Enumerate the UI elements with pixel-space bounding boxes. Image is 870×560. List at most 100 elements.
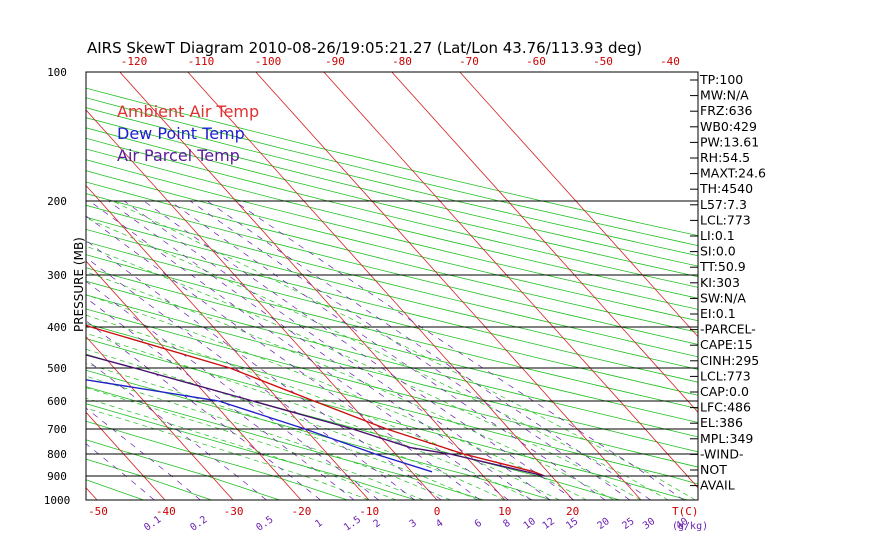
top-tick-label: -80 <box>392 55 412 68</box>
top-tick-label: -60 <box>526 55 546 68</box>
stat-label: KI:303 <box>700 275 740 290</box>
stat-label: TH:4540 <box>699 181 753 196</box>
moist-adiabat-line <box>86 245 642 500</box>
dry-adiabat-line <box>86 137 698 288</box>
pressure-tick-label: 1000 <box>44 494 71 507</box>
mixing-ratio-lines <box>86 200 684 500</box>
stat-label: EL:386 <box>700 415 743 430</box>
pressure-tick-label: 600 <box>47 395 67 408</box>
stat-label: LCL:773 <box>700 212 751 227</box>
stat-label: AVAIL <box>700 478 735 493</box>
top-temperature-ticks: -120 -110 -100 -90 -80 -70 -60 -50 -40 <box>121 55 680 68</box>
pressure-tick-label: 400 <box>47 321 67 334</box>
mixing-ratio-tick-label: 15 <box>564 516 580 532</box>
stat-label: MPL:349 <box>700 431 753 446</box>
pressure-tick-label: 500 <box>47 362 67 375</box>
mixing-ratio-tick-label: 3 <box>408 518 419 530</box>
mixing-ratio-line <box>86 257 415 500</box>
mixing-ratio-line <box>89 200 509 500</box>
legend-entry: Dew Point Temp <box>117 124 245 143</box>
moist-adiabats <box>86 200 696 500</box>
stat-label: PW:13.61 <box>700 134 759 149</box>
mixing-ratio-tick-label: 0.2 <box>188 514 209 533</box>
moist-adiabat-line <box>86 217 669 500</box>
isotherm-line <box>0 72 29 500</box>
pressure-ticks: 100 200 300 400 500 600 700 800 900 1000 <box>44 66 71 507</box>
dry-adiabat-line <box>86 204 698 358</box>
stat-label: MW:N/A <box>700 88 749 103</box>
stat-label: LI:0.1 <box>700 228 735 243</box>
dry-adiabat-line <box>86 338 688 500</box>
series-line-dew-point-temp <box>86 379 433 473</box>
dry-adiabat-line <box>86 420 348 500</box>
dry-adiabat-line <box>86 159 698 310</box>
pressure-tick-label: 700 <box>47 423 67 436</box>
pressure-tick-label: 300 <box>47 269 67 282</box>
dry-adiabat-line <box>86 308 698 468</box>
dry-adiabat-line <box>0 72 8 500</box>
stat-label: L57:7.3 <box>700 197 747 212</box>
isobars <box>86 200 698 477</box>
stat-label: NOT <box>700 462 727 477</box>
pressure-tick-label: 800 <box>47 448 67 461</box>
stats-panel: TP:100MW:N/AFRZ:636WB0:429PW:13.61RH:54.… <box>690 72 766 493</box>
mixing-ratio-tick-label: 0.5 <box>254 514 275 533</box>
mixing-ratio-tick-label: 25 <box>620 516 636 532</box>
top-tick-label: -110 <box>188 55 215 68</box>
mixing-ratio-line <box>86 297 355 500</box>
mixing-ratio-line <box>86 443 155 500</box>
dry-adiabat-line <box>86 127 698 278</box>
mixing-ratio-tick-label: 1 <box>313 518 324 530</box>
stat-label: FRZ:636 <box>700 103 753 118</box>
dry-adiabat-line <box>86 107 698 257</box>
mixing-ratio-tick-label: 10 <box>522 516 538 532</box>
series-line-air-parcel-temp <box>86 354 545 477</box>
dry-adiabat-line <box>86 386 484 500</box>
dry-adiabat-line <box>86 439 280 500</box>
dry-adiabat-line <box>86 267 698 423</box>
mixing-ratio-line <box>86 280 379 500</box>
series-line-ambient-air-temp <box>86 324 545 477</box>
dry-adiabat-line <box>86 458 212 500</box>
stat-label: MAXT:24.6 <box>700 166 766 181</box>
dry-adiabat-line <box>86 228 698 383</box>
mixing-ratio-line <box>234 200 684 500</box>
top-tick-label: -90 <box>325 55 345 68</box>
top-tick-label: -40 <box>660 55 680 68</box>
legend-entry: Air Parcel Temp <box>117 146 240 165</box>
bottom-tick-label: -40 <box>156 505 176 518</box>
y-axis-label: PRESSURE (MB) <box>72 237 86 332</box>
moist-adiabat-line <box>86 294 587 500</box>
mixing-ratio-tick-label: 8 <box>501 518 512 530</box>
mixing-ratio-line <box>86 320 321 500</box>
stat-label: EI:0.1 <box>700 306 736 321</box>
dry-adiabat-line <box>86 117 698 267</box>
plot-frame <box>85 71 699 501</box>
mixing-ratio-tick-label: 20 <box>596 516 612 532</box>
stat-label: SW:N/A <box>700 290 746 305</box>
top-tick-label: -100 <box>255 55 282 68</box>
bottom-tick-label: 20 <box>566 505 579 518</box>
plot-area <box>0 72 698 500</box>
pressure-tick-label: 100 <box>47 66 67 79</box>
dry-adiabat-line <box>86 369 552 500</box>
dry-adiabat-line <box>86 254 698 410</box>
bottom-tick-label: -30 <box>224 505 244 518</box>
stat-label: TP:100 <box>699 72 743 87</box>
dry-adiabat-line <box>86 216 698 370</box>
mixing-ratio-tick-label: 2 <box>372 518 383 530</box>
mixing-ratio-tick-label: 4 <box>434 518 445 530</box>
dry-adiabat-line <box>86 193 698 345</box>
sounding-series <box>86 324 545 477</box>
legend: Ambient Air Temp Dew Point Temp Air Parcel… <box>117 102 259 165</box>
mixing-ratio-tick-label: 6 <box>473 518 484 530</box>
mixing-ratio-line <box>86 407 201 500</box>
isotherm-line <box>391 72 698 413</box>
mixing-ratio-tick-label: 12 <box>541 516 557 532</box>
stat-label: LCL:773 <box>700 368 751 383</box>
stat-label: WB0:429 <box>700 119 757 134</box>
bottom-temperature-ticks: -50 -40 -30 -20 -10 0 10 20 <box>88 505 579 518</box>
mixing-ratio-line <box>143 200 575 500</box>
x-axis-label: T(C) <box>672 505 699 518</box>
